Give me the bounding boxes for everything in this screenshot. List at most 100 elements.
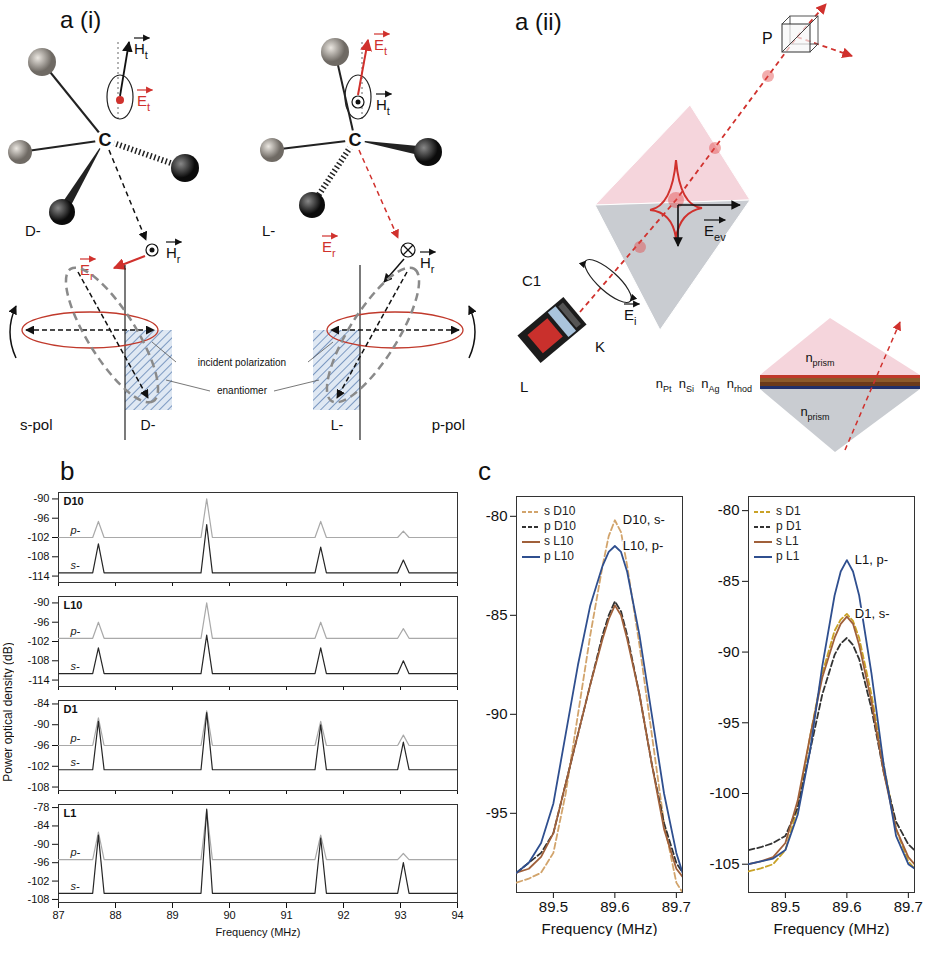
html-text:s D10: s D10 <box>544 504 576 518</box>
svg-text:p-: p- <box>70 625 81 637</box>
svg-text:89.5: 89.5 <box>539 898 568 915</box>
svg-text:L10: L10 <box>64 599 83 611</box>
svg-text:s-: s- <box>71 559 81 571</box>
svg-text:D-: D- <box>25 222 41 239</box>
svg-text:Ei: Ei <box>624 306 636 327</box>
html-text:b: b <box>60 456 75 486</box>
svg-text:-90: -90 <box>34 492 50 504</box>
svg-text:s-: s- <box>71 756 81 768</box>
svg-text:C: C <box>349 130 362 150</box>
svg-text:L: L <box>520 378 528 395</box>
svg-text:p-: p- <box>70 732 81 744</box>
svg-text:p-: p- <box>70 524 81 536</box>
svg-text:-102: -102 <box>27 760 49 772</box>
svg-text:-90: -90 <box>34 596 50 608</box>
svg-text:-108: -108 <box>27 781 49 793</box>
svg-text:93: 93 <box>394 909 406 921</box>
svg-text:-96: -96 <box>34 512 50 524</box>
svg-text:L-: L- <box>262 222 275 239</box>
svg-text:-95: -95 <box>718 714 740 731</box>
svg-text:L1: L1 <box>64 807 77 819</box>
svg-text:-90: -90 <box>34 838 50 850</box>
svg-text:Et: Et <box>137 92 150 113</box>
svg-text:Frequency (MHz): Frequency (MHz) <box>542 920 658 937</box>
svg-text:89: 89 <box>166 909 178 921</box>
svg-text:incident polarization: incident polarization <box>198 357 286 368</box>
svg-text:Frequency (MHz): Frequency (MHz) <box>216 926 301 938</box>
svg-text:-78: -78 <box>34 801 50 813</box>
svg-text:-102: -102 <box>27 875 49 887</box>
svg-text:-108: -108 <box>27 893 49 905</box>
svg-text:92: 92 <box>337 909 349 921</box>
svg-text:-80: -80 <box>718 501 740 518</box>
svg-text:D-: D- <box>141 417 156 433</box>
svg-text:Er: Er <box>322 238 336 259</box>
svg-text:D1, s-: D1, s- <box>855 606 890 621</box>
svg-text:Frequency (MHz): Frequency (MHz) <box>774 920 890 937</box>
svg-text:s-: s- <box>71 880 81 892</box>
svg-text:enantiomer: enantiomer <box>217 385 268 396</box>
svg-text:Power optical density (dB): Power optical density (dB) <box>1 642 15 781</box>
svg-text:-108: -108 <box>27 654 49 666</box>
svg-text:89.6: 89.6 <box>600 898 629 915</box>
svg-text:88: 88 <box>109 909 121 921</box>
svg-text:-108: -108 <box>27 550 49 562</box>
html-text:s L10: s L10 <box>544 534 574 548</box>
svg-text:s-pol: s-pol <box>20 416 53 433</box>
svg-text:-96: -96 <box>34 856 50 868</box>
svg-text:nprism: nprism <box>800 404 829 422</box>
svg-text:p-: p- <box>70 846 81 858</box>
svg-text:89.7: 89.7 <box>662 898 691 915</box>
svg-text:L10, p-: L10, p- <box>623 538 663 553</box>
svg-text:nPt nSi nAg nrhod: nPt nSi nAg nrhod <box>656 376 752 394</box>
svg-text:Eev: Eev <box>704 222 726 243</box>
svg-text:L1, p-: L1, p- <box>855 552 888 567</box>
svg-text:-96: -96 <box>34 616 50 628</box>
svg-text:-114: -114 <box>28 674 49 686</box>
svg-text:D10, s-: D10, s- <box>623 512 665 527</box>
svg-text:D1: D1 <box>64 703 78 715</box>
svg-text:P: P <box>762 30 773 47</box>
svg-text:Ht: Ht <box>376 96 390 117</box>
svg-text:89.5: 89.5 <box>771 898 800 915</box>
html-text:p L10: p L10 <box>544 549 574 563</box>
svg-text:Ht: Ht <box>134 40 148 61</box>
svg-text:-100: -100 <box>709 784 739 801</box>
svg-text:a (ii): a (ii) <box>515 8 562 35</box>
svg-text:Et: Et <box>374 36 387 57</box>
html-text:p D10: p D10 <box>544 519 576 533</box>
svg-text:-102: -102 <box>27 531 49 543</box>
html-text:s D1: s D1 <box>776 504 801 518</box>
svg-text:p-pol: p-pol <box>432 416 465 433</box>
svg-text:89.7: 89.7 <box>894 898 923 915</box>
svg-text:Er: Er <box>80 261 94 282</box>
svg-text:89.6: 89.6 <box>832 898 861 915</box>
svg-text:-85: -85 <box>486 606 508 623</box>
svg-text:87: 87 <box>52 909 64 921</box>
svg-text:-105: -105 <box>709 855 739 872</box>
svg-text:90: 90 <box>223 909 235 921</box>
svg-text:Hr: Hr <box>166 244 181 265</box>
svg-text:Hr: Hr <box>420 254 435 275</box>
svg-text:91: 91 <box>280 909 292 921</box>
svg-text:s-: s- <box>71 660 81 672</box>
svg-text:-114: -114 <box>28 570 49 582</box>
svg-text:K: K <box>595 338 605 355</box>
svg-text:C: C <box>99 130 112 150</box>
svg-text:-80: -80 <box>486 507 508 524</box>
svg-text:-90: -90 <box>718 643 740 660</box>
svg-text:-85: -85 <box>718 572 740 589</box>
svg-text:L-: L- <box>331 417 344 433</box>
svg-text:a (i): a (i) <box>60 6 101 33</box>
svg-text:94: 94 <box>451 909 463 921</box>
svg-text:-90: -90 <box>34 718 50 730</box>
svg-text:-102: -102 <box>27 635 49 647</box>
svg-text:-84: -84 <box>34 819 50 831</box>
svg-text:D10: D10 <box>64 495 84 507</box>
svg-text:-90: -90 <box>486 705 508 722</box>
svg-text:-95: -95 <box>486 804 508 821</box>
svg-text:C1: C1 <box>522 272 541 289</box>
svg-text:nprism: nprism <box>805 350 834 368</box>
svg-text:-84: -84 <box>34 697 50 709</box>
svg-text:-96: -96 <box>34 739 50 751</box>
